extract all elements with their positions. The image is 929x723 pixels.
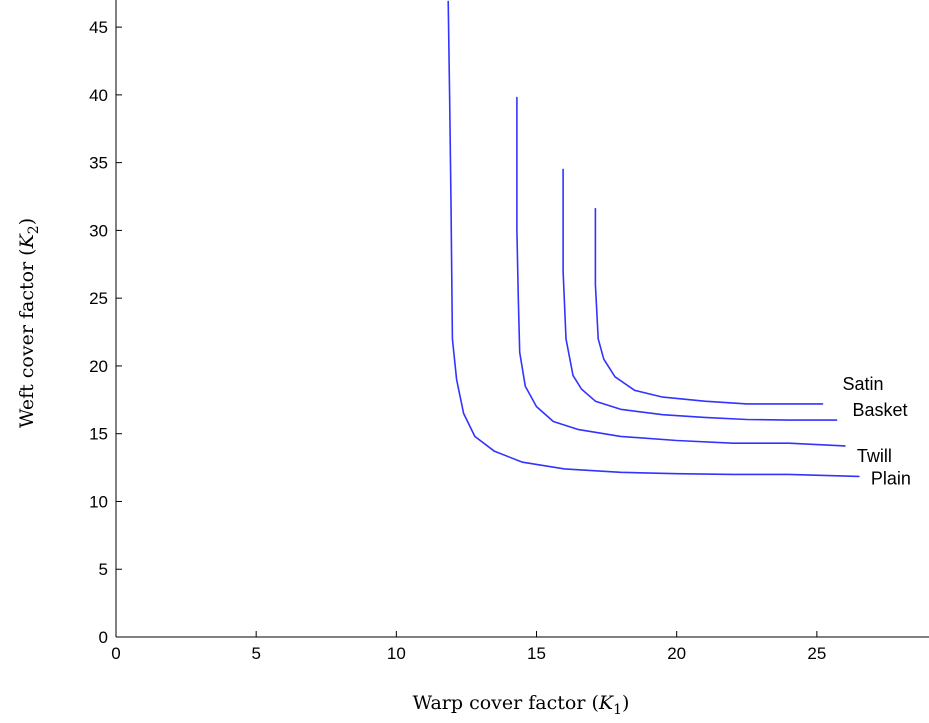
y-axis-title: Weft cover factor (K2) <box>16 218 42 428</box>
y-tick-label: 0 <box>99 628 108 647</box>
y-tick-label: 35 <box>89 154 108 173</box>
x-tick-label: 20 <box>667 644 686 663</box>
axes-layer: 0 5 10 15 20 25 0 5 10 15 20 25 30 35 40 45 <box>89 0 929 663</box>
y-tick-label: 30 <box>89 221 108 240</box>
series-label-twill: Twill <box>857 446 892 466</box>
series-line-plain <box>447 0 860 478</box>
series-line-basket <box>562 168 838 421</box>
y-tick-label: 10 <box>89 492 108 511</box>
y-tick-label: 20 <box>89 357 108 376</box>
series-line-satin <box>594 207 824 405</box>
x-tick-label: 15 <box>527 644 546 663</box>
curves-layer <box>447 0 860 478</box>
y-tick-label: 5 <box>99 560 108 579</box>
x-tick-label: 0 <box>111 644 120 663</box>
x-tick-label: 10 <box>387 644 406 663</box>
series-label-plain: Plain <box>871 468 911 488</box>
series-label-basket: Basket <box>852 400 907 420</box>
x-tick-label: 5 <box>251 644 260 663</box>
x-tick-label: 25 <box>807 644 826 663</box>
y-tick-label: 15 <box>89 425 108 444</box>
series-label-satin: Satin <box>842 374 883 394</box>
x-axis-title: Warp cover factor (K1) <box>413 692 630 718</box>
series-line-twill <box>516 96 846 447</box>
y-tick-label: 25 <box>89 289 108 308</box>
y-tick-label: 45 <box>89 18 108 37</box>
y-tick-label: 40 <box>89 86 108 105</box>
